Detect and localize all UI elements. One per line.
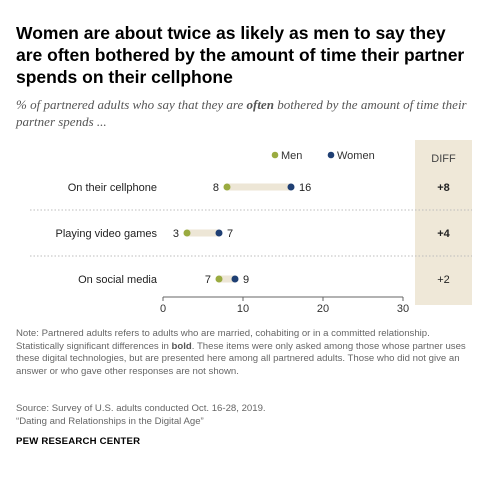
dot-men bbox=[183, 229, 191, 237]
value-label-women: 16 bbox=[299, 182, 311, 194]
diff-header: DIFF bbox=[431, 153, 456, 165]
category-label: On their cellphone bbox=[68, 182, 157, 194]
chart-title: Women are about twice as likely as men t… bbox=[16, 23, 465, 87]
x-tick-label: 20 bbox=[317, 303, 329, 315]
note-text-start: Note: Partnered adults refers to adults … bbox=[16, 328, 430, 352]
x-tick-label: 0 bbox=[160, 303, 166, 315]
report-title: “Dating and Relationships in the Digital… bbox=[16, 415, 204, 427]
dot-women bbox=[287, 183, 295, 191]
dot-women bbox=[215, 229, 223, 237]
x-tick-label: 30 bbox=[397, 303, 409, 315]
legend-label-men: Men bbox=[281, 150, 302, 162]
category-label: On social media bbox=[78, 274, 158, 286]
chart-subtitle: % of partnered adults who say that they … bbox=[16, 96, 476, 130]
dot-plot: DIFF Men Women On their cellphone 8 16 +8 Playi… bbox=[30, 140, 472, 315]
subtitle-emphasis: often bbox=[246, 97, 274, 112]
value-label-men: 8 bbox=[213, 182, 219, 194]
legend-marker-men bbox=[271, 151, 279, 159]
value-label-women: 7 bbox=[227, 228, 233, 240]
x-tick-label: 10 bbox=[237, 303, 249, 315]
diff-value: +2 bbox=[437, 274, 450, 286]
note-text-end: . These items were only asked among thos… bbox=[16, 340, 466, 377]
value-label-men: 7 bbox=[205, 274, 211, 286]
subtitle-text-start: % of partnered adults who say that they … bbox=[16, 97, 247, 112]
chart-note: Note: Partnered adults refers to adults … bbox=[16, 328, 476, 378]
dot-men bbox=[223, 183, 231, 191]
value-label-women: 9 bbox=[243, 274, 249, 286]
source-line: Source: Survey of U.S. adults conducted … bbox=[16, 403, 266, 414]
subtitle-text-end: bothered by the amount of time their par… bbox=[16, 97, 467, 129]
legend-marker-women bbox=[327, 151, 335, 159]
legend-label-women: Women bbox=[337, 150, 375, 162]
note-bold: bold bbox=[171, 340, 192, 352]
diff-value: +8 bbox=[437, 182, 450, 194]
category-label: Playing video games bbox=[55, 228, 157, 240]
chart-source: Source: Survey of U.S. adults conducted … bbox=[16, 403, 476, 428]
publisher-logo: PEW RESEARCH CENTER bbox=[16, 436, 141, 447]
dot-women bbox=[231, 275, 239, 283]
value-label-men: 3 bbox=[173, 228, 179, 240]
diff-value: +4 bbox=[437, 228, 450, 240]
diff-column-background bbox=[415, 140, 472, 305]
dot-men bbox=[215, 275, 223, 283]
